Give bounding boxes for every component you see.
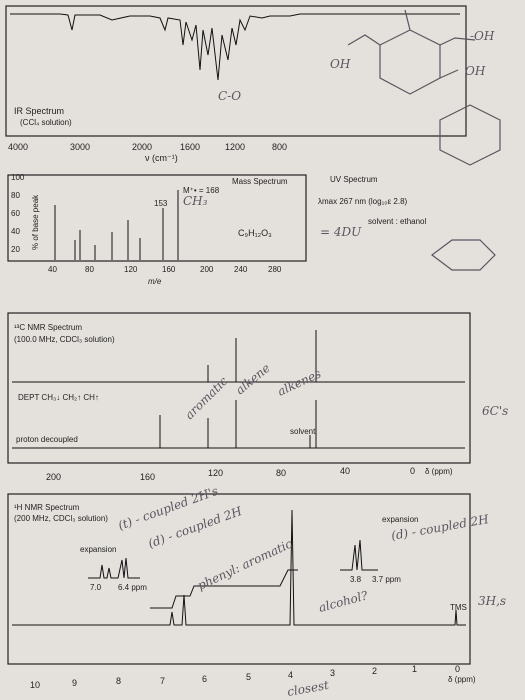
h1-frame: [7, 493, 471, 665]
integration: [150, 569, 298, 609]
c13-x-tick: 200: [46, 472, 61, 482]
h1-conditions: (200 MHz, CDCl₃ solution): [14, 514, 108, 523]
expansion-left: expansion: [80, 545, 116, 554]
h1-x-tick: 9: [72, 678, 77, 688]
uv-solvent: solvent : ethanol: [368, 217, 426, 226]
mass-y-tick: 20: [11, 245, 20, 254]
note: CH₃: [183, 194, 208, 208]
mass-x-tick: 200: [200, 265, 214, 274]
ir-x-tick: 2000: [132, 142, 152, 152]
c13-title: ¹³C NMR Spectrum: [14, 323, 82, 332]
ir-frame: [5, 5, 467, 137]
ir-trace: [10, 13, 460, 81]
h1-x-tick: 2: [372, 666, 377, 676]
formula: C₉H₁₂O₃: [238, 228, 272, 238]
uv-lambda: λmax 267 nm (log₁₀ε 2.8): [318, 197, 408, 206]
mass-title: Mass Spectrum: [232, 177, 288, 186]
note: 6C's: [482, 404, 508, 418]
note: C-O: [218, 89, 241, 103]
h1-x-tick: 10: [30, 680, 40, 690]
h1-x-tick: 7: [160, 676, 165, 686]
h1-x-tick: 8: [116, 676, 121, 686]
note: OH: [330, 57, 351, 71]
bond: [439, 69, 459, 79]
mass-frame: [7, 174, 307, 262]
mass-x-tick: 80: [85, 265, 94, 274]
expansion-left-trace: [88, 557, 140, 579]
c13-peaks: [12, 330, 465, 449]
note: OH: [465, 64, 486, 78]
mass-y-tick: 80: [11, 191, 20, 200]
mass-bars: [54, 190, 179, 260]
ring: [431, 239, 496, 271]
h1-title: ¹H NMR Spectrum: [14, 503, 80, 512]
ir-x-tick: 1600: [180, 142, 200, 152]
mass-x-tick: 160: [162, 265, 176, 274]
ir-title: IR Spectrum: [14, 106, 64, 116]
decoupled: proton decoupled: [16, 435, 78, 444]
c13-conditions: (100.0 MHz, CDCl₃ solution): [14, 335, 115, 344]
bond: [404, 9, 411, 31]
mass-x-label: m/e: [148, 277, 162, 286]
h1-x-label: δ (ppm): [448, 675, 476, 684]
dept: DEPT CH₃↓ CH₂↑ CH↑: [18, 393, 99, 402]
ir-x-label: ν (cm⁻¹): [145, 153, 178, 163]
ir-x-tick: 4000: [8, 142, 28, 152]
mass-x-tick: 40: [48, 265, 57, 274]
ir-solvent: (CCl₄ solution): [20, 118, 72, 127]
h1-x-tick: 6: [202, 674, 207, 684]
note: -OH: [470, 29, 495, 43]
c13-frame: [7, 312, 471, 464]
mass-y-tick: 40: [11, 227, 20, 236]
c13-solvent: solvent: [290, 427, 316, 436]
ring: [439, 104, 501, 166]
tms: TMS: [450, 603, 467, 612]
molecular-ion: M⁺• = 168: [183, 186, 220, 195]
c13-x-tick: 40: [340, 466, 350, 476]
mass-x-tick: 120: [124, 265, 138, 274]
c13-x-tick: 120: [208, 468, 223, 478]
expansion-right-trace: [340, 539, 378, 571]
h1-x-tick: 3: [330, 668, 335, 678]
bond: [439, 37, 476, 46]
h1-x-tick: 4: [288, 670, 293, 680]
mass-x-tick: 240: [234, 265, 248, 274]
mass-y-tick: 60: [11, 209, 20, 218]
ir-x-tick: 3000: [70, 142, 90, 152]
note: = 4DU: [320, 225, 362, 239]
h1-x-tick: 0: [455, 664, 460, 674]
note: 3H,s: [478, 594, 506, 608]
ir-x-tick: 1200: [225, 142, 245, 152]
h1-x-tick: 1: [412, 664, 417, 674]
molecule-sketch: [347, 9, 501, 271]
mass-y-label: % of base peak: [31, 194, 40, 250]
expansion-right: expansion: [382, 515, 418, 524]
h1-trace: [12, 509, 466, 626]
peak-label: 153: [154, 199, 168, 208]
bond: [347, 34, 381, 46]
uv-title: UV Spectrum: [330, 175, 378, 184]
ir-x-tick: 800: [272, 142, 287, 152]
c13-x-tick: 160: [140, 472, 155, 482]
expansion-tick: 3.7 ppm: [372, 575, 401, 584]
h1-x-tick: 5: [246, 672, 251, 682]
mass-y-tick: 100: [11, 173, 25, 182]
h1-spectrum: [12, 509, 466, 626]
c13-x-label: δ (ppm): [425, 467, 453, 476]
expansion-tick: 3.8: [350, 575, 362, 584]
expansion-tick: 7.0: [90, 583, 102, 592]
expansion-tick: 6.4 ppm: [118, 583, 147, 592]
c13-x-tick: 0: [410, 466, 415, 476]
mass-x-tick: 280: [268, 265, 282, 274]
c13-x-tick: 80: [276, 468, 286, 478]
